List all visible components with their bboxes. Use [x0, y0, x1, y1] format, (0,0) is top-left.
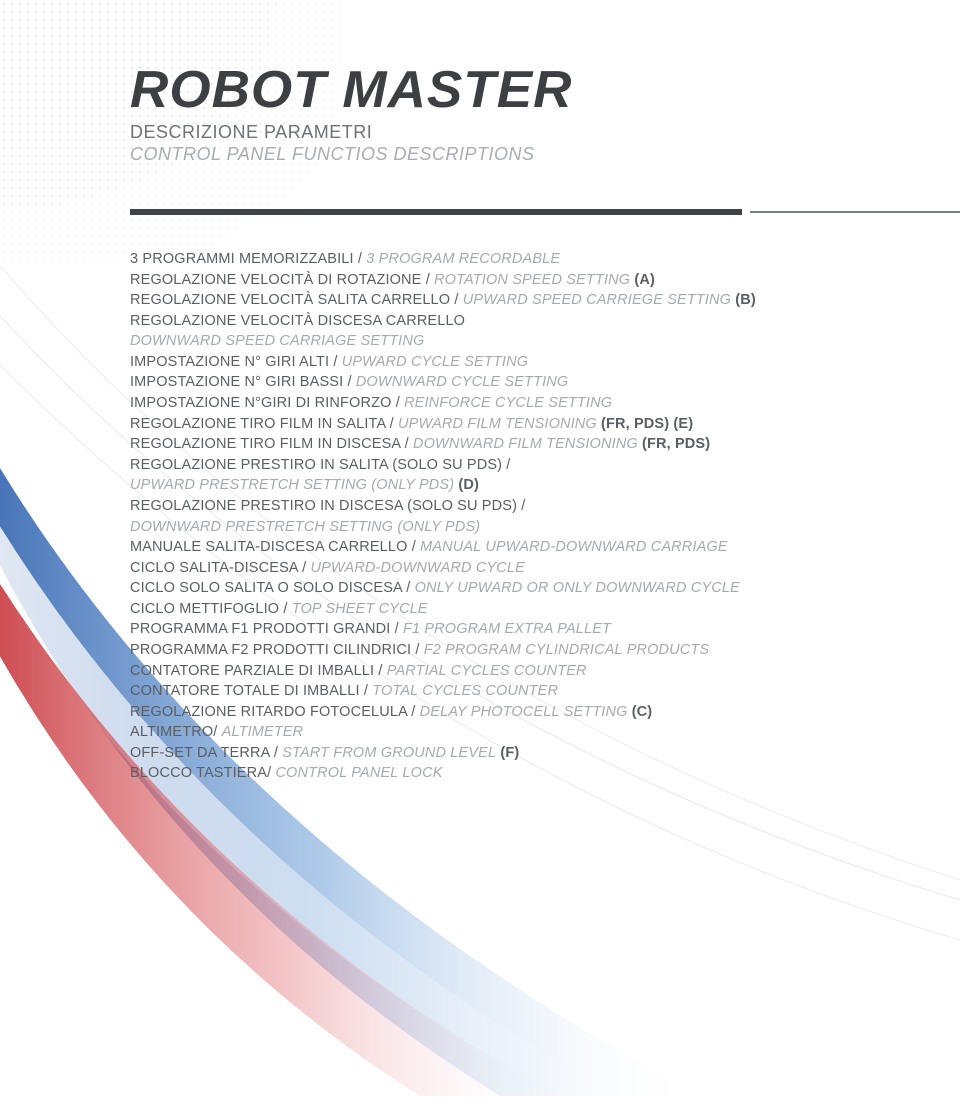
param-line: BLOCCO TASTIERA/ CONTROL PANEL LOCK — [130, 763, 900, 784]
param-it: REGOLAZIONE VELOCITÀ DI ROTAZIONE — [130, 272, 422, 288]
param-it: CICLO SALITA-DISCESA — [130, 560, 298, 576]
param-suffix: (A) — [630, 272, 655, 288]
param-line: REGOLAZIONE VELOCITÀ DISCESA CARRELLO — [130, 311, 900, 332]
param-en: UPWARD CYCLE SETTING — [342, 354, 528, 370]
param-it: BLOCCO TASTIERA — [130, 765, 267, 781]
param-it: OFF-SET DA TERRA — [130, 745, 270, 761]
param-line: OFF-SET DA TERRA / START FROM GROUND LEV… — [130, 743, 900, 764]
param-it: REGOLAZIONE RITARDO FOTOCELULA — [130, 704, 407, 720]
param-it: REGOLAZIONE PRESTIRO IN DISCESA (SOLO SU… — [130, 498, 525, 514]
param-it: ALTIMETRO — [130, 724, 213, 740]
param-en: CONTROL PANEL LOCK — [275, 765, 442, 781]
param-line: PROGRAMMA F1 PRODOTTI GRANDI / F1 PROGRA… — [130, 619, 900, 640]
param-it: CICLO SOLO SALITA O SOLO DISCESA — [130, 580, 402, 596]
param-suffix: (FR, PDS) (E) — [597, 416, 693, 432]
param-line: 3 PROGRAMMI MEMORIZZABILI / 3 PROGRAM RE… — [130, 249, 900, 270]
subtitle-it: DESCRIZIONE PARAMETRI — [130, 122, 900, 143]
param-line: REGOLAZIONE RITARDO FOTOCELULA / DELAY P… — [130, 702, 900, 723]
param-it: IMPOSTAZIONE N°GIRI DI RINFORZO — [130, 395, 392, 411]
param-line: PROGRAMMA F2 PRODOTTI CILINDRICI / F2 PR… — [130, 640, 900, 661]
param-en: F1 PROGRAM EXTRA PALLET — [403, 621, 611, 637]
param-en: DELAY PHOTOCELL SETTING — [420, 704, 628, 720]
parameter-list: 3 PROGRAMMI MEMORIZZABILI / 3 PROGRAM RE… — [130, 249, 900, 784]
param-it: REGOLAZIONE PRESTIRO IN SALITA (SOLO SU … — [130, 457, 511, 473]
param-line: REGOLAZIONE TIRO FILM IN SALITA / UPWARD… — [130, 414, 900, 435]
param-it: REGOLAZIONE TIRO FILM IN SALITA — [130, 416, 386, 432]
param-line: CICLO METTIFOGLIO / TOP SHEET CYCLE — [130, 599, 900, 620]
param-en: F2 PROGRAM CYLINDRICAL PRODUCTS — [424, 642, 710, 658]
param-it: 3 PROGRAMMI MEMORIZZABILI — [130, 251, 354, 267]
param-en: PARTIAL CYCLES COUNTER — [387, 663, 587, 679]
param-line: REGOLAZIONE TIRO FILM IN DISCESA / DOWNW… — [130, 434, 900, 455]
param-en: DOWNWARD PRESTRETCH SETTING (ONLY PDS) — [130, 519, 480, 535]
param-line: IMPOSTAZIONE N° GIRI ALTI / UPWARD CYCLE… — [130, 352, 900, 373]
param-it: IMPOSTAZIONE N° GIRI ALTI — [130, 354, 329, 370]
param-line: IMPOSTAZIONE N°GIRI DI RINFORZO / REINFO… — [130, 393, 900, 414]
param-en: START FROM GROUND LEVEL — [282, 745, 496, 761]
param-line: UPWARD PRESTRETCH SETTING (ONLY PDS) (D) — [130, 475, 900, 496]
param-en: UPWARD PRESTRETCH SETTING (ONLY PDS) — [130, 477, 454, 493]
param-line: IMPOSTAZIONE N° GIRI BASSI / DOWNWARD CY… — [130, 372, 900, 393]
param-it: PROGRAMMA F1 PRODOTTI GRANDI — [130, 621, 390, 637]
divider-thin — [750, 211, 960, 213]
param-suffix: (FR, PDS) — [638, 436, 710, 452]
param-en: UPWARD FILM TENSIONING — [398, 416, 597, 432]
param-en: DOWNWARD FILM TENSIONING — [413, 436, 638, 452]
param-it: CONTATORE PARZIALE DI IMBALLI — [130, 663, 374, 679]
param-suffix: (C) — [628, 704, 653, 720]
param-en: MANUAL UPWARD-DOWNWARD CARRIAGE — [420, 539, 728, 555]
param-suffix: (B) — [731, 292, 756, 308]
param-en: DOWNWARD SPEED CARRIAGE SETTING — [130, 333, 424, 349]
param-line: ALTIMETRO/ ALTIMETER — [130, 722, 900, 743]
param-en: DOWNWARD CYCLE SETTING — [356, 374, 569, 390]
param-en: UPWARD-DOWNWARD CYCLE — [310, 560, 524, 576]
param-line: CICLO SOLO SALITA O SOLO DISCESA / ONLY … — [130, 578, 900, 599]
param-en: REINFORCE CYCLE SETTING — [404, 395, 612, 411]
param-it: REGOLAZIONE TIRO FILM IN DISCESA — [130, 436, 400, 452]
param-line: DOWNWARD SPEED CARRIAGE SETTING — [130, 331, 900, 352]
param-it: MANUALE SALITA-DISCESA CARRELLO — [130, 539, 408, 555]
param-line: CICLO SALITA-DISCESA / UPWARD-DOWNWARD C… — [130, 558, 900, 579]
param-suffix: (D) — [454, 477, 479, 493]
param-en: 3 PROGRAM RECORDABLE — [366, 251, 560, 267]
param-en: ONLY UPWARD OR ONLY DOWNWARD CYCLE — [415, 580, 740, 596]
subtitle-en: CONTROL PANEL FUNCTIOS DESCRIPTIONS — [130, 144, 900, 165]
param-it: CONTATORE TOTALE DI IMBALLI — [130, 683, 360, 699]
param-it: IMPOSTAZIONE N° GIRI BASSI — [130, 374, 343, 390]
param-it: CICLO METTIFOGLIO — [130, 601, 279, 617]
page-title: ROBOT MASTER — [130, 60, 915, 120]
param-line: MANUALE SALITA-DISCESA CARRELLO / MANUAL… — [130, 537, 900, 558]
param-en: TOTAL CYCLES COUNTER — [372, 683, 558, 699]
param-line: REGOLAZIONE VELOCITÀ DI ROTAZIONE / ROTA… — [130, 270, 900, 291]
param-line: REGOLAZIONE PRESTIRO IN DISCESA (SOLO SU… — [130, 496, 900, 517]
param-en: ALTIMETER — [222, 724, 304, 740]
param-line: REGOLAZIONE PRESTIRO IN SALITA (SOLO SU … — [130, 455, 900, 476]
divider — [130, 209, 900, 215]
param-it: PROGRAMMA F2 PRODOTTI CILINDRICI — [130, 642, 411, 658]
param-line: CONTATORE TOTALE DI IMBALLI / TOTAL CYCL… — [130, 681, 900, 702]
param-line: CONTATORE PARZIALE DI IMBALLI / PARTIAL … — [130, 661, 900, 682]
param-en: ROTATION SPEED SETTING — [434, 272, 630, 288]
param-it: REGOLAZIONE VELOCITÀ SALITA CARRELLO — [130, 292, 450, 308]
divider-thick — [130, 209, 742, 215]
param-it: REGOLAZIONE VELOCITÀ DISCESA CARRELLO — [130, 313, 465, 329]
param-suffix: (F) — [496, 745, 519, 761]
param-en: TOP SHEET CYCLE — [292, 601, 428, 617]
param-line: DOWNWARD PRESTRETCH SETTING (ONLY PDS) — [130, 517, 900, 538]
param-en: UPWARD SPEED CARRIEGE SETTING — [463, 292, 731, 308]
param-line: REGOLAZIONE VELOCITÀ SALITA CARRELLO / U… — [130, 290, 900, 311]
content-block: ROBOT MASTER DESCRIZIONE PARAMETRI CONTR… — [0, 0, 960, 784]
